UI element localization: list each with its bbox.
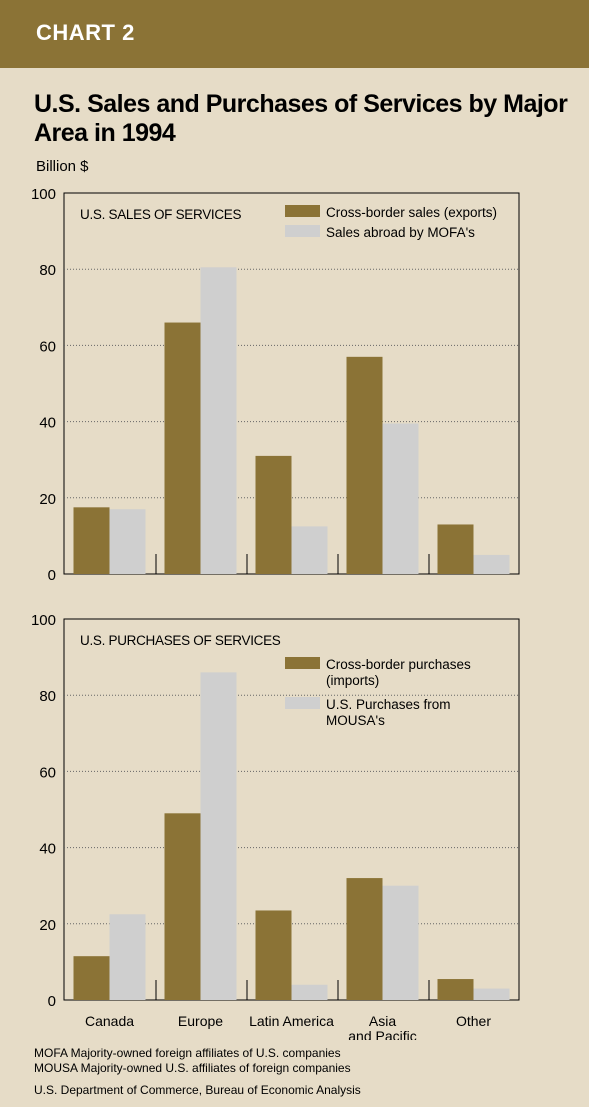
panel-title: U.S. SALES OF SERVICES — [80, 207, 242, 222]
bar — [382, 423, 419, 574]
legend-label: Sales abroad by MOFA's — [326, 225, 475, 240]
legend-swatch — [285, 225, 320, 237]
footnote-mousa: MOUSA Majority-owned U.S. affiliates of … — [34, 1061, 351, 1075]
x-tick-label: Canada — [85, 1013, 134, 1029]
y-tick-label: 0 — [48, 993, 56, 1010]
y-tick-label: 40 — [39, 841, 56, 858]
bar — [73, 956, 110, 1000]
legend-label: MOUSA's — [326, 713, 385, 728]
bar — [255, 910, 292, 1000]
bar — [473, 988, 510, 1000]
legend-swatch — [285, 205, 320, 217]
y-tick-label: 100 — [31, 612, 56, 629]
charts-canvas: 0 20 40 60 80 100 U.S. SALES OF SERVICES Cross-… — [31, 186, 520, 1040]
legend-label: Cross-border purchases — [326, 657, 471, 672]
legend-swatch — [285, 697, 320, 709]
y-tick-label: 60 — [39, 338, 56, 355]
y-axis-unit-label: Billion $ — [36, 158, 89, 175]
y-tick-label: 0 — [48, 567, 56, 584]
bar — [200, 672, 237, 1000]
bar — [109, 914, 146, 1000]
bar — [291, 526, 328, 574]
legend-swatch — [285, 657, 320, 669]
bar — [164, 322, 201, 574]
y-tick-label: 40 — [39, 415, 56, 432]
x-tick-label: Europe — [178, 1013, 223, 1029]
bar — [437, 524, 474, 574]
bar — [437, 979, 474, 1000]
legend-label: Cross-border sales (exports) — [326, 205, 497, 220]
x-tick-label: Other — [456, 1013, 491, 1029]
bar — [346, 878, 383, 1000]
bar — [200, 267, 237, 574]
legend-label: U.S. Purchases from — [326, 697, 451, 712]
bar — [473, 554, 510, 574]
chart-title: U.S. Sales and Purchases of Services by … — [34, 90, 568, 147]
header-bar: CHART 2 — [0, 0, 589, 68]
chart-number-label: CHART 2 — [36, 20, 135, 45]
y-tick-label: 60 — [39, 764, 56, 781]
x-tick-label: Latin America — [249, 1013, 334, 1029]
y-tick-label: 20 — [39, 491, 56, 508]
x-tick-label: and Pacific — [348, 1028, 416, 1040]
bar — [164, 813, 201, 1000]
x-tick-label: Asia — [369, 1013, 396, 1029]
bar — [346, 356, 383, 574]
y-tick-label: 20 — [39, 917, 56, 934]
panel-title: U.S. PURCHASES OF SERVICES — [80, 633, 281, 648]
bar — [291, 984, 328, 1000]
y-tick-label: 80 — [39, 688, 56, 705]
y-tick-label: 100 — [31, 186, 56, 203]
bar — [109, 509, 146, 574]
bar — [73, 507, 110, 574]
y-tick-label: 80 — [39, 262, 56, 279]
bar — [255, 455, 292, 574]
bar — [382, 885, 419, 1000]
footnote-mofa: MOFA Majority-owned foreign affiliates o… — [34, 1046, 341, 1060]
legend-label: (imports) — [326, 673, 379, 688]
source-note: U.S. Department of Commerce, Bureau of E… — [34, 1083, 361, 1097]
